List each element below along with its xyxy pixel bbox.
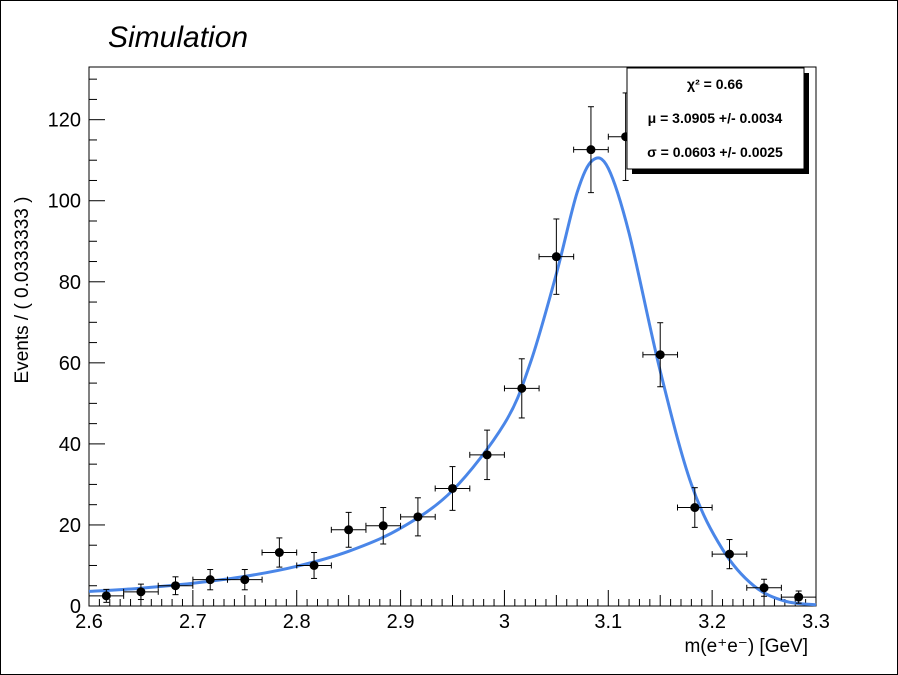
data-marker — [759, 583, 769, 593]
fit-layer — [88, 156, 817, 607]
y-axis-label: Events / ( 0.0333333 ) — [12, 197, 33, 384]
axis-ticks — [88, 78, 817, 607]
chart-title: Simulation — [108, 21, 248, 54]
y-tick-labels: 0 20 40 60 80 100 120 — [48, 110, 81, 618]
data-point — [780, 590, 817, 604]
data-point — [123, 583, 159, 601]
data-point — [400, 497, 436, 537]
x-tick-label: 2.8 — [283, 611, 311, 633]
data-point — [711, 539, 748, 570]
data-point — [296, 552, 332, 579]
stats-box: χ² = 0.66 μ = 3.0905 +/- 0.0034 σ = 0.06… — [626, 67, 809, 174]
data-point — [330, 511, 367, 548]
data-points — [88, 92, 817, 604]
x-tick-labels: 2.6 2.7 2.8 2.9 3 3.1 3.2 3.3 — [75, 611, 830, 633]
data-marker — [690, 503, 700, 513]
data-point — [642, 322, 679, 388]
data-point — [226, 569, 263, 591]
data-point — [573, 106, 609, 194]
data-marker — [344, 525, 354, 535]
y-tick-label: 60 — [59, 353, 81, 375]
x-tick-label: 3 — [499, 611, 510, 633]
data-point — [192, 569, 229, 591]
x-axis-label: m(e⁺e⁻) [GeV] — [684, 636, 808, 657]
y-tick-label: 120 — [48, 110, 81, 132]
data-marker — [240, 575, 250, 585]
y-tick-label: 20 — [59, 515, 81, 537]
x-tick-label: 3.3 — [802, 611, 830, 633]
data-marker — [448, 483, 457, 493]
data-marker — [309, 560, 319, 570]
data-point — [434, 466, 471, 511]
stat-mu: μ = 3.0905 +/- 0.0034 — [648, 110, 783, 126]
x-tick-label: 3.2 — [698, 611, 726, 633]
data-marker — [274, 548, 284, 558]
x-tick-label: 2.6 — [75, 611, 103, 633]
data-marker — [551, 252, 561, 262]
data-marker — [655, 350, 665, 360]
y-tick-label: 0 — [70, 596, 81, 618]
data-marker — [724, 549, 734, 559]
data-point — [746, 578, 782, 597]
data-marker — [517, 383, 527, 393]
stats-box-panel — [626, 67, 805, 170]
data-point — [157, 576, 194, 596]
stat-chi2: χ² = 0.66 — [687, 76, 743, 92]
x-tick-label: 3.1 — [594, 611, 622, 633]
y-tick-label: 100 — [48, 191, 81, 213]
data-point — [469, 429, 505, 481]
data-point — [676, 487, 713, 528]
data-point — [538, 218, 575, 295]
data-marker — [101, 591, 111, 601]
data-marker — [205, 575, 215, 585]
data-marker — [171, 581, 181, 591]
data-marker — [136, 587, 146, 597]
data-marker — [482, 450, 492, 460]
data-point — [365, 507, 402, 545]
stat-sigma: σ = 0.0603 +/- 0.0025 — [647, 144, 783, 160]
data-marker — [378, 521, 388, 531]
y-tick-label: 40 — [59, 434, 81, 456]
y-tick-label: 80 — [59, 272, 81, 294]
data-marker — [413, 512, 423, 522]
data-marker — [794, 592, 804, 602]
fit-curve — [88, 156, 817, 607]
x-tick-label: 2.9 — [387, 611, 415, 633]
data-point — [503, 358, 540, 419]
x-tick-label: 2.7 — [179, 611, 207, 633]
data-marker — [586, 145, 596, 155]
data-point — [88, 588, 125, 603]
data-point — [261, 537, 298, 568]
